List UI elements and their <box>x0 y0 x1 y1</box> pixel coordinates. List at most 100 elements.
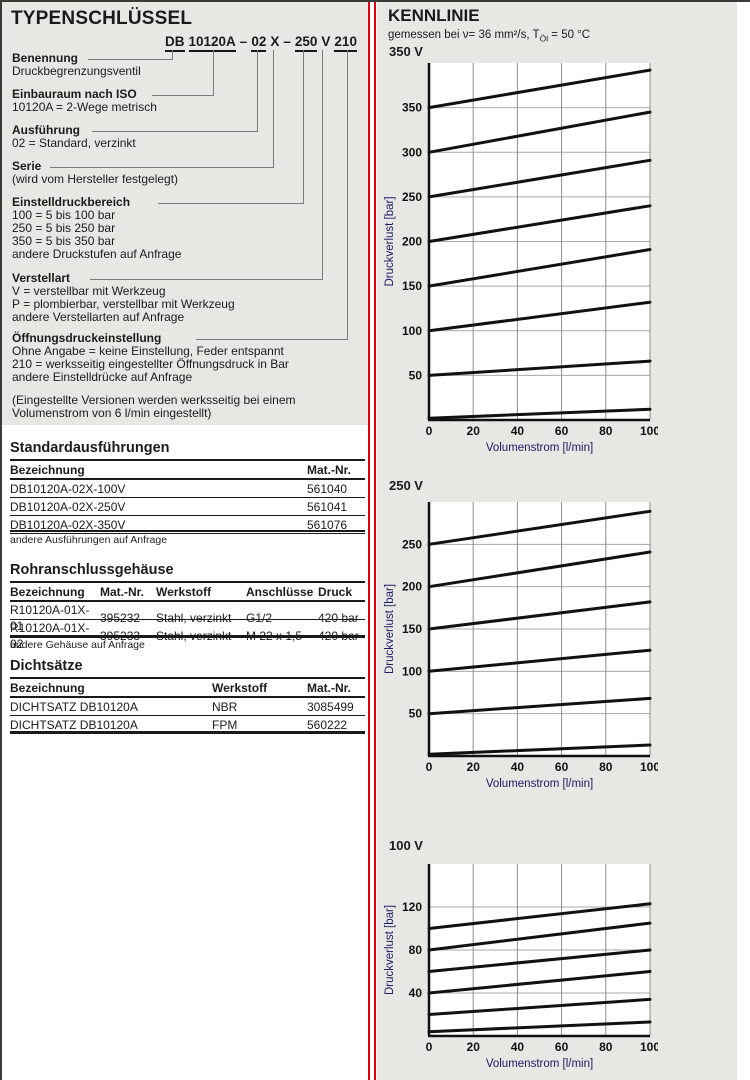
chart-250v: 50 100 150 200 250 0 20 40 60 80 100 Volumenstrom [… <box>383 500 660 795</box>
table-cell: DB10120A-02X-250V <box>10 499 126 514</box>
chart-100v: 40 80 120 0 20 40 60 80 100 Volumenstrom [l/min] D… <box>383 862 660 1075</box>
table-title-dicht: Dichtsätze <box>10 658 83 674</box>
table-cell: 561041 <box>307 499 348 514</box>
svg-text:20: 20 <box>467 1040 481 1054</box>
table-row: DICHTSATZ DB10120A NBR 3085499 <box>10 698 365 716</box>
chart-canvas: 50 100 150 200 250 0 20 40 60 80 100 Volumenstrom [… <box>384 502 660 790</box>
table-row: R10120A-01X-01 395232 Stahl, verzinkt G1/2 4… <box>10 602 365 633</box>
table-cell: NBR <box>212 699 238 714</box>
svg-text:100: 100 <box>640 760 658 774</box>
table-header-cell: Mat.-Nr. <box>307 462 352 477</box>
table-header-cell: Mat.-Nr. <box>307 680 352 695</box>
svg-text:20: 20 <box>467 760 481 774</box>
table-header-cell: Bezeichnung <box>10 680 85 695</box>
svg-text:Druckverlust [bar]: Druckverlust [bar] <box>384 196 396 286</box>
type-key-section: Einstelldruckbereich 100 = 5 bis 100 bar … <box>12 196 181 261</box>
svg-text:60: 60 <box>555 424 569 438</box>
table-header-cell: Werkstoff <box>212 680 268 695</box>
section-title: Benennung <box>12 51 78 65</box>
table-header-row: Bezeichnung Werkstoff Mat.-Nr. <box>10 677 365 698</box>
svg-text:50: 50 <box>409 707 423 721</box>
table-cell: Stahl, verzinkt <box>156 611 232 625</box>
section-body: Druckbegrenzungsventil <box>12 64 141 78</box>
type-key-section: Einbauraum nach ISO 10120A = 2-Wege metri… <box>12 88 157 114</box>
connector-line <box>50 50 274 168</box>
section-body: 100 = 5 bis 100 bar 250 = 5 bis 250 bar … <box>12 208 182 261</box>
table-row: DB10120A-02X-350V 561076 <box>10 516 365 534</box>
svg-text:300: 300 <box>402 145 422 159</box>
svg-text:Volumenstrom [l/min]: Volumenstrom [l/min] <box>486 442 593 454</box>
type-key-section: Öffnungsdruckeinstellung Ohne Angabe = ke… <box>12 332 289 384</box>
table-cell: DB10120A-02X-350V <box>10 517 126 532</box>
code-part: 02 <box>251 34 267 52</box>
svg-text:Druckverlust [bar]: Druckverlust [bar] <box>384 584 396 674</box>
connector-line <box>92 50 258 132</box>
chart-block-350v: 350 V 50 100 150 200 250 300 350 0 20 40 60 80 100 Vo… <box>383 44 660 459</box>
table-dicht: Bezeichnung Werkstoff Mat.-Nr. DICHTSATZ DB… <box>10 677 365 734</box>
table-header-row: Bezeichnung Mat.-Nr. Werkstoff Anschlüsse Dr… <box>10 581 365 602</box>
chart-block-250v: 250 V 50 100 150 200 250 0 20 40 60 80 100 Volumens… <box>383 478 660 795</box>
table-cell: R10120A-01X-01 <box>10 603 90 633</box>
svg-text:Druckverlust [bar]: Druckverlust [bar] <box>384 905 396 995</box>
svg-text:40: 40 <box>409 986 423 1000</box>
svg-text:80: 80 <box>409 943 423 957</box>
svg-text:100: 100 <box>640 1040 658 1054</box>
svg-text:350: 350 <box>402 101 422 115</box>
svg-text:100: 100 <box>640 424 658 438</box>
svg-text:100: 100 <box>402 664 422 678</box>
chart-350v: 50 100 150 200 250 300 350 0 20 40 60 80 100 Volumens… <box>383 61 660 459</box>
section-title: Einstelldruckbereich <box>12 195 131 209</box>
table-rohr: Bezeichnung Mat.-Nr. Werkstoff Anschlüsse Dr… <box>10 581 365 651</box>
table-cell: R10120A-01X-02 <box>10 621 90 651</box>
table-bottom-rule <box>10 528 365 532</box>
subtitle-text: gemessen bei ν= 36 mm²/s, T <box>388 29 540 41</box>
section-body: 10120A = 2-Wege metrisch <box>12 100 157 114</box>
code-part: 210 <box>334 34 357 52</box>
table-header-cell: Anschlüsse <box>246 584 314 599</box>
code-part: X <box>270 34 280 49</box>
kennlinie-subtitle: gemessen bei ν= 36 mm²/s, TÖl = 50 °C <box>388 29 590 43</box>
type-key-panel: TYPENSCHLÜSSEL DB 10120A –02 X –250 V 210 Bene… <box>2 2 368 425</box>
type-key-footnote: (Eingestellte Versionen werden werksseit… <box>12 393 296 420</box>
table-title-rohr: Rohranschlussgehäuse <box>10 562 174 578</box>
chart-title: 100 V <box>389 838 423 853</box>
kennlinie-title: KENNLINIE <box>388 6 480 25</box>
table-cell: 561040 <box>307 481 348 496</box>
svg-text:80: 80 <box>599 760 613 774</box>
svg-text:80: 80 <box>599 424 613 438</box>
chart-title: 350 V <box>389 44 423 59</box>
table-cell: 560222 <box>307 717 348 732</box>
section-title: Serie <box>12 159 42 173</box>
table-row: DB10120A-02X-100V 561040 <box>10 480 365 498</box>
code-part: V <box>321 34 331 49</box>
type-key-section: Ausführung 02 = Standard, verzinkt <box>12 124 136 150</box>
table-cell: DICHTSATZ DB10120A <box>10 717 138 732</box>
section-body: (wird vom Hersteller festgelegt) <box>12 172 179 186</box>
table-standard: Bezeichnung Mat.-Nr. DB10120A-02X-100V 5610… <box>10 459 365 534</box>
table-cell: FPM <box>212 717 238 732</box>
svg-text:200: 200 <box>402 235 422 249</box>
table-header-cell: Bezeichnung <box>10 584 85 599</box>
chart-title: 250 V <box>389 478 423 493</box>
svg-text:80: 80 <box>599 1040 613 1054</box>
section-title: Öffnungsdruckeinstellung <box>12 331 162 345</box>
type-key-section: Verstellart V = verstellbar mit Werkzeug … <box>12 272 235 324</box>
svg-text:60: 60 <box>555 1040 569 1054</box>
table-cell: 3085499 <box>307 699 354 714</box>
chart-canvas: 50 100 150 200 250 300 350 0 20 40 60 80 100 Volumens… <box>384 63 660 454</box>
section-body: 02 = Standard, verzinkt <box>12 136 136 150</box>
type-key-section: Serie (wird vom Hersteller festgelegt) <box>12 160 178 186</box>
svg-text:0: 0 <box>426 424 433 438</box>
svg-text:40: 40 <box>511 1040 525 1054</box>
svg-text:150: 150 <box>402 622 422 636</box>
table-bottom-rule <box>10 729 365 733</box>
code-part: 250 <box>294 34 318 52</box>
table-header-cell: Druck <box>318 584 353 599</box>
svg-text:0: 0 <box>426 760 433 774</box>
connector-line <box>90 50 323 280</box>
code-dash: – <box>283 34 291 49</box>
connector-line <box>88 50 173 60</box>
section-title: Ausführung <box>12 123 80 137</box>
svg-text:250: 250 <box>402 537 422 551</box>
connector-line <box>196 50 348 340</box>
